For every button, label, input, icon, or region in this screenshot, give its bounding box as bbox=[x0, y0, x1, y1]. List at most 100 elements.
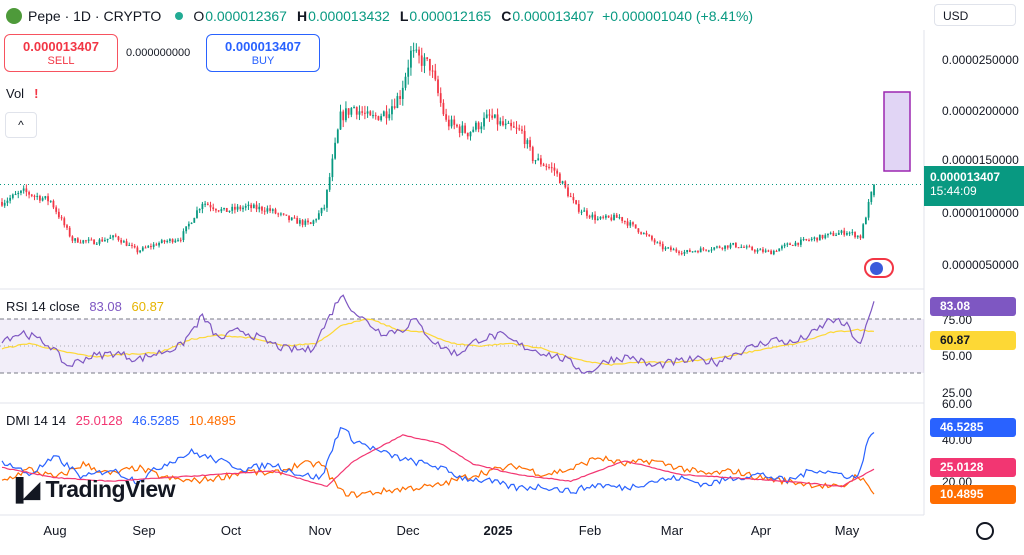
candle-body bbox=[615, 214, 618, 218]
volume-legend[interactable]: Vol! bbox=[6, 86, 38, 101]
x-tick: 2025 bbox=[483, 523, 513, 538]
candle-body bbox=[678, 251, 680, 254]
candle-body bbox=[680, 253, 683, 255]
candle-body bbox=[648, 234, 651, 237]
candle-body bbox=[870, 191, 873, 202]
candle-body bbox=[171, 239, 174, 243]
candle-body bbox=[423, 57, 426, 66]
candle-body bbox=[783, 244, 786, 247]
candle-body bbox=[3, 202, 6, 206]
candle-body bbox=[30, 194, 33, 196]
high-label: H bbox=[296, 8, 308, 24]
candle-body bbox=[864, 217, 867, 225]
candle-body bbox=[363, 112, 366, 114]
warning-icon[interactable]: ! bbox=[34, 86, 39, 101]
candle-body bbox=[215, 209, 217, 211]
rsi-ma-line bbox=[1, 318, 875, 366]
candle-body bbox=[298, 220, 301, 224]
sell-button[interactable]: 0.000013407 SELL bbox=[4, 34, 118, 72]
candle-body bbox=[786, 243, 789, 245]
candle-body bbox=[426, 57, 429, 59]
candle-body bbox=[247, 204, 250, 207]
tradingview-logo[interactable]: ▐◢ TradingView bbox=[8, 476, 176, 503]
candle-body bbox=[596, 218, 599, 221]
candle-body bbox=[25, 188, 28, 193]
candle-body bbox=[480, 126, 483, 130]
candle-body bbox=[131, 244, 133, 246]
candle-body bbox=[125, 241, 128, 246]
candle-body bbox=[109, 237, 112, 239]
price-tick: 0.0000250000 bbox=[942, 53, 1019, 67]
candle-body bbox=[764, 250, 767, 252]
rsi-legend[interactable]: RSI 14 close 83.08 60.87 bbox=[6, 299, 164, 314]
candle-body bbox=[827, 233, 829, 236]
candle-body bbox=[621, 217, 624, 221]
candle-body bbox=[493, 114, 496, 118]
candle-body bbox=[661, 243, 664, 250]
minus-di-value: 10.4895 bbox=[188, 413, 236, 428]
candle-body bbox=[57, 211, 60, 218]
rsi-tick: 75.00 bbox=[942, 313, 973, 327]
candle-body bbox=[629, 222, 632, 226]
candle-body bbox=[431, 70, 434, 72]
candle-body bbox=[220, 209, 223, 212]
candle-body bbox=[307, 220, 309, 223]
candle-body bbox=[697, 251, 699, 253]
candle-body bbox=[859, 235, 862, 239]
candle-body bbox=[499, 121, 502, 125]
currency-selector[interactable]: USD bbox=[934, 4, 1016, 26]
candle-body bbox=[805, 239, 808, 241]
candle-body bbox=[277, 213, 280, 215]
candle-body bbox=[694, 251, 697, 253]
candle-body bbox=[854, 232, 856, 238]
rsi-ma-value-tag: 60.87 bbox=[930, 331, 1016, 350]
candle-body bbox=[155, 244, 158, 246]
candle-body bbox=[534, 160, 537, 162]
candle-body bbox=[447, 119, 450, 127]
candle-body bbox=[228, 210, 231, 212]
adx-line bbox=[1, 434, 875, 488]
us-flag-icon[interactable] bbox=[864, 258, 894, 278]
rsi-band bbox=[0, 319, 924, 373]
candle-body bbox=[856, 235, 859, 238]
candle-body bbox=[369, 111, 372, 116]
candle-body bbox=[767, 250, 770, 252]
candle-body bbox=[816, 237, 819, 241]
symbol-title[interactable]: Pepe · 1D · CRYPTO bbox=[28, 8, 162, 24]
candle-body bbox=[347, 108, 350, 115]
candle-body bbox=[20, 190, 22, 193]
candle-body bbox=[366, 111, 369, 114]
sell-price: 0.000013407 bbox=[23, 39, 99, 54]
candle-body bbox=[710, 249, 713, 251]
candle-body bbox=[832, 232, 835, 236]
candle-body bbox=[653, 239, 656, 243]
open-label: O bbox=[193, 8, 205, 24]
candle-body bbox=[263, 210, 266, 212]
candle-body bbox=[483, 117, 485, 127]
market-open-icon bbox=[175, 12, 184, 20]
candle-body bbox=[548, 166, 550, 168]
collapse-legend-button[interactable]: ^ bbox=[5, 112, 37, 138]
settings-icon[interactable] bbox=[976, 522, 994, 540]
candle-body bbox=[174, 240, 177, 243]
candle-body bbox=[415, 49, 418, 51]
candle-body bbox=[323, 207, 326, 209]
candle-body bbox=[721, 247, 724, 249]
candle-body bbox=[753, 250, 756, 252]
candle-body bbox=[775, 250, 778, 252]
candle-body bbox=[623, 220, 626, 222]
candle-body bbox=[567, 187, 569, 197]
candle-body bbox=[401, 87, 404, 99]
candle-body bbox=[526, 140, 529, 145]
candle-body bbox=[466, 132, 469, 137]
dmi-legend[interactable]: DMI 14 14 25.0128 46.5285 10.4895 bbox=[6, 413, 236, 428]
candle-body bbox=[846, 233, 848, 235]
candle-body bbox=[726, 245, 729, 248]
candle-body bbox=[656, 242, 659, 244]
candle-body bbox=[491, 115, 494, 118]
candle-body bbox=[101, 239, 104, 242]
buy-button[interactable]: 0.000013407 BUY bbox=[206, 34, 320, 72]
candle-body bbox=[345, 108, 347, 121]
tradingview-icon: ▐◢ bbox=[8, 476, 40, 502]
x-tick: Aug bbox=[43, 523, 67, 538]
